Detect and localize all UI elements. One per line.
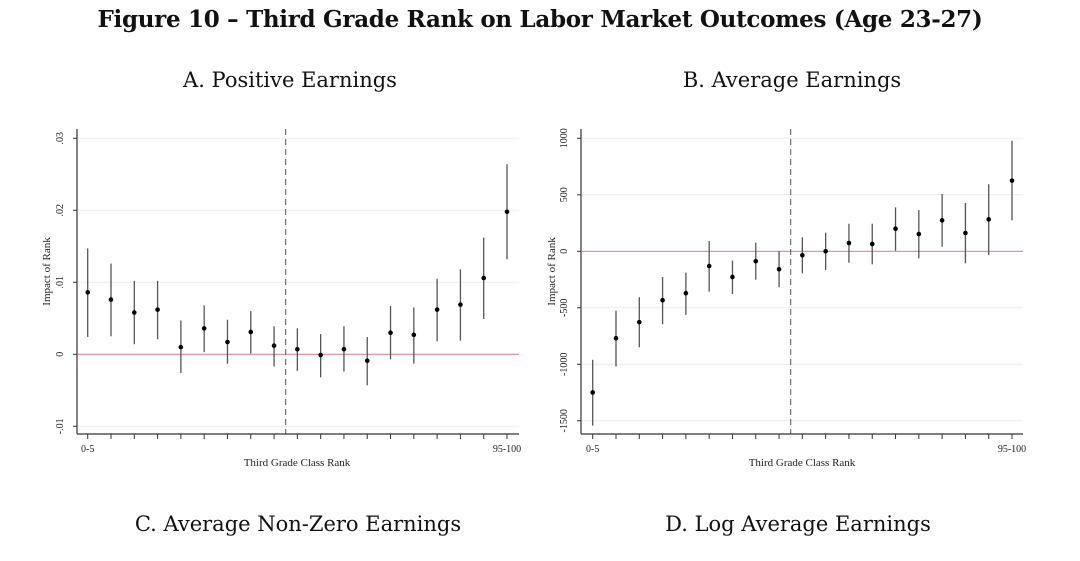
point-estimate <box>411 332 417 338</box>
y-axis-title: Impact of Rank <box>546 237 558 306</box>
point-estimate <box>869 241 875 247</box>
point-estimate <box>434 307 440 312</box>
point-estimate <box>1009 178 1015 183</box>
chart-panel-a: -.01 0 .01 .02 .03 0-5 95-100 Third Grade Class… <box>41 129 521 469</box>
x-axis-title: Third Grade Class Rank <box>244 457 351 469</box>
y-tick-label: .01 <box>55 276 66 289</box>
x-tick-label-first: 0-5 <box>586 444 599 455</box>
y-tick-label: 500 <box>559 187 570 202</box>
point-estimate <box>963 230 968 236</box>
point-estimate <box>706 263 712 269</box>
figure-title: Figure 10 – Third Grade Rank on Labor Ma… <box>97 6 983 33</box>
y-tick-label: 1000 <box>559 128 570 148</box>
y-axis-title: Impact of Rank <box>41 237 53 306</box>
point-estimate <box>155 307 160 312</box>
point-estimate <box>85 290 90 295</box>
y-tick-label: 0 <box>55 352 66 357</box>
point-estimate <box>636 319 642 325</box>
point-estimate <box>131 310 137 315</box>
panel-title-d: D. Log Average Earnings <box>665 512 931 536</box>
point-estimate <box>823 249 828 254</box>
panel-title-c: C. Average Non-Zero Earnings <box>134 512 462 536</box>
point-estimate <box>683 290 689 296</box>
point-estimate <box>248 329 254 335</box>
panel-title-b: B. Average Earnings <box>682 68 902 92</box>
point-estimate <box>893 226 898 231</box>
y-tick-label: .03 <box>55 132 66 145</box>
point-estimate <box>364 358 370 364</box>
point-estimate <box>341 346 347 352</box>
point-estimate <box>271 343 277 348</box>
y-tick-label: -500 <box>559 299 570 317</box>
y-tick-label: -1000 <box>559 353 570 376</box>
panel-title-a: A. Positive Earnings <box>183 68 397 92</box>
point-estimate <box>613 335 619 341</box>
y-tick-label: 0 <box>559 249 570 254</box>
point-estimate <box>458 302 463 307</box>
point-estimate <box>846 240 852 246</box>
y-tick-label: -.01 <box>55 418 66 434</box>
point-estimate <box>660 297 665 303</box>
point-estimate <box>939 218 945 223</box>
y-tick-label: -1500 <box>559 409 570 432</box>
x-tick-label-last: 95-100 <box>493 444 521 455</box>
point-estimate <box>295 346 300 352</box>
y-tick-label: .02 <box>55 204 66 217</box>
point-estimate <box>481 275 487 281</box>
x-tick-label-first: 0-5 <box>81 444 94 455</box>
point-estimate <box>201 326 207 331</box>
point-estimate <box>318 352 323 358</box>
point-estimate <box>916 231 922 237</box>
point-estimate <box>108 297 114 302</box>
x-tick-label-last: 95-100 <box>998 444 1026 455</box>
point-estimate <box>388 330 393 336</box>
point-estimate <box>178 344 184 350</box>
point-estimate <box>504 209 510 215</box>
point-estimate <box>590 390 595 395</box>
chart-panel-b: -1500 -1000 -500 0 500 1000 0-5 95-100 Third Gra… <box>546 128 1026 469</box>
point-estimate <box>776 266 782 272</box>
x-axis-title: Third Grade Class Rank <box>749 457 856 469</box>
point-estimate <box>800 252 805 258</box>
point-estimate <box>986 217 992 222</box>
point-estimate <box>730 274 735 280</box>
point-estimate <box>225 339 230 345</box>
point-estimate <box>753 258 759 264</box>
